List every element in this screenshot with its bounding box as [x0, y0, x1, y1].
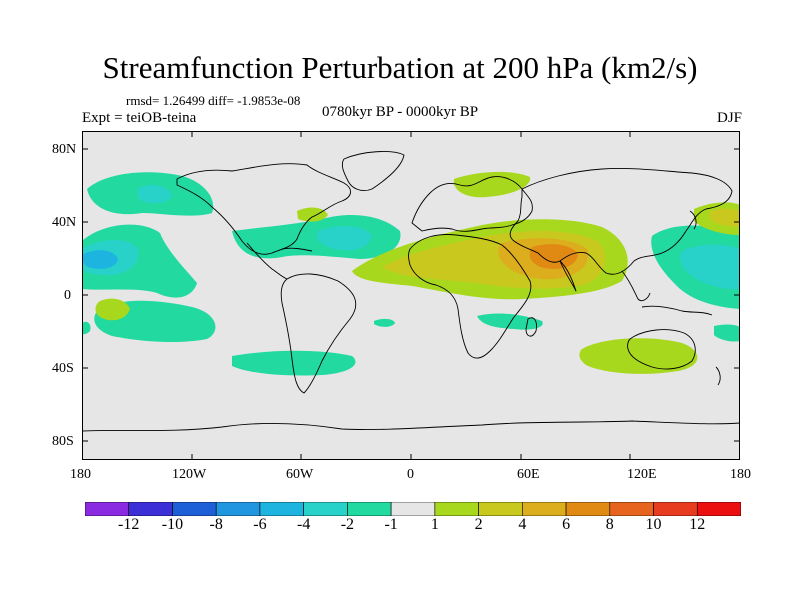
coast-north-america [176, 163, 351, 255]
map-frame [82, 131, 740, 460]
colorbar-label: -2 [340, 516, 355, 533]
lon-label-60w: 60W [286, 467, 314, 482]
colorbar-label: -4 [296, 516, 311, 533]
contour-east-pacific-south [714, 324, 740, 342]
coast-central-america [246, 242, 288, 280]
contour-south-east-pacific [82, 321, 91, 335]
contour-fields [82, 171, 740, 376]
lon-label-180w: 180 [70, 467, 91, 482]
contour-north-pacific-core [137, 185, 172, 204]
colorbar-label: 4 [518, 516, 527, 533]
coast-australia [627, 329, 696, 370]
contour-east-pacific-pos [95, 298, 130, 321]
colorbar-swatch [653, 502, 698, 516]
colorbar-swatch [85, 502, 130, 516]
coast-greenland [341, 151, 405, 192]
lon-label-120w: 120W [172, 467, 207, 482]
period-label: 0780kyr BP - 0000kyr BP [322, 104, 479, 120]
colorbar-swatch [434, 502, 479, 516]
colorbar-swatch [128, 502, 173, 516]
coast-africa [408, 234, 532, 359]
colorbar-label: -10 [161, 516, 184, 533]
colorbar-swatch [347, 502, 392, 516]
lat-label-40s: 40S [52, 361, 74, 376]
lat-label-80s: 80S [52, 434, 74, 449]
coast-madagascar [525, 317, 537, 337]
lat-label-0: 0 [64, 288, 71, 303]
coast-southeast-asia [621, 270, 651, 302]
colorbar-swatch [565, 502, 611, 516]
coast-south-america [280, 273, 357, 394]
colorbar-label: -6 [253, 516, 267, 533]
colorbar-swatch [303, 502, 348, 516]
experiment-label: Expt = teiOB-teina [82, 110, 197, 126]
lon-label-0: 0 [407, 467, 414, 482]
contour-small-atlantic [374, 318, 395, 327]
coast-caribbean [281, 247, 313, 252]
stats-label: rmsd= 1.26499 diff= -1.9853e-08 [126, 93, 301, 108]
coast-indonesia [641, 305, 713, 316]
coast-india [559, 260, 577, 292]
contour-west-pacific-core [680, 244, 740, 290]
colorbar-label: 2 [474, 516, 483, 533]
page-title: Streamfunction Perturbation at 200 hPa (… [102, 50, 698, 85]
colorbar-swatch [522, 502, 567, 516]
colorbar-swatch [259, 502, 304, 516]
colorbar-label: -8 [209, 516, 223, 533]
contour-atlantic-core [316, 226, 372, 251]
season-label: DJF [716, 110, 742, 126]
contour-europe-north [453, 171, 531, 198]
contour-asia-peak [529, 244, 578, 269]
coast-new-zealand [715, 366, 721, 386]
coast-europe [411, 176, 533, 232]
colorbar-label: -1 [384, 516, 398, 533]
lat-label-40n: 40N [52, 215, 77, 230]
contour-central-pacific-core2 [82, 250, 118, 269]
coastlines [82, 151, 740, 432]
colorbar-swatch [609, 502, 654, 516]
colorbar-swatch [215, 502, 261, 516]
lon-label-180e: 180 [730, 467, 751, 482]
colorbar-swatch [696, 502, 741, 516]
contour-north-pacific-east-core [710, 208, 740, 227]
colorbar-label: 6 [562, 516, 571, 533]
coast-japan [689, 210, 697, 230]
colorbar-label: -12 [118, 516, 140, 533]
colorbar-label: 10 [645, 516, 662, 533]
colorbar-swatch [478, 502, 523, 516]
lon-label-120e: 120E [627, 467, 657, 482]
colorbar-label: 12 [689, 516, 706, 533]
colorbar-label: 8 [605, 516, 614, 533]
contour-south-atlantic [232, 350, 356, 376]
lat-label-80n: 80N [52, 142, 77, 157]
colorbar-swatch [172, 502, 217, 516]
contour-australia [579, 338, 698, 374]
colorbar [85, 502, 741, 516]
colorbar-label: 1 [430, 516, 439, 533]
coast-antarctica [82, 420, 740, 432]
contour-north-atlantic-small [297, 207, 328, 222]
coast-asia [509, 168, 733, 275]
lon-label-60e: 60E [517, 467, 540, 482]
map-panel [82, 131, 740, 460]
colorbar-swatch [390, 502, 436, 516]
